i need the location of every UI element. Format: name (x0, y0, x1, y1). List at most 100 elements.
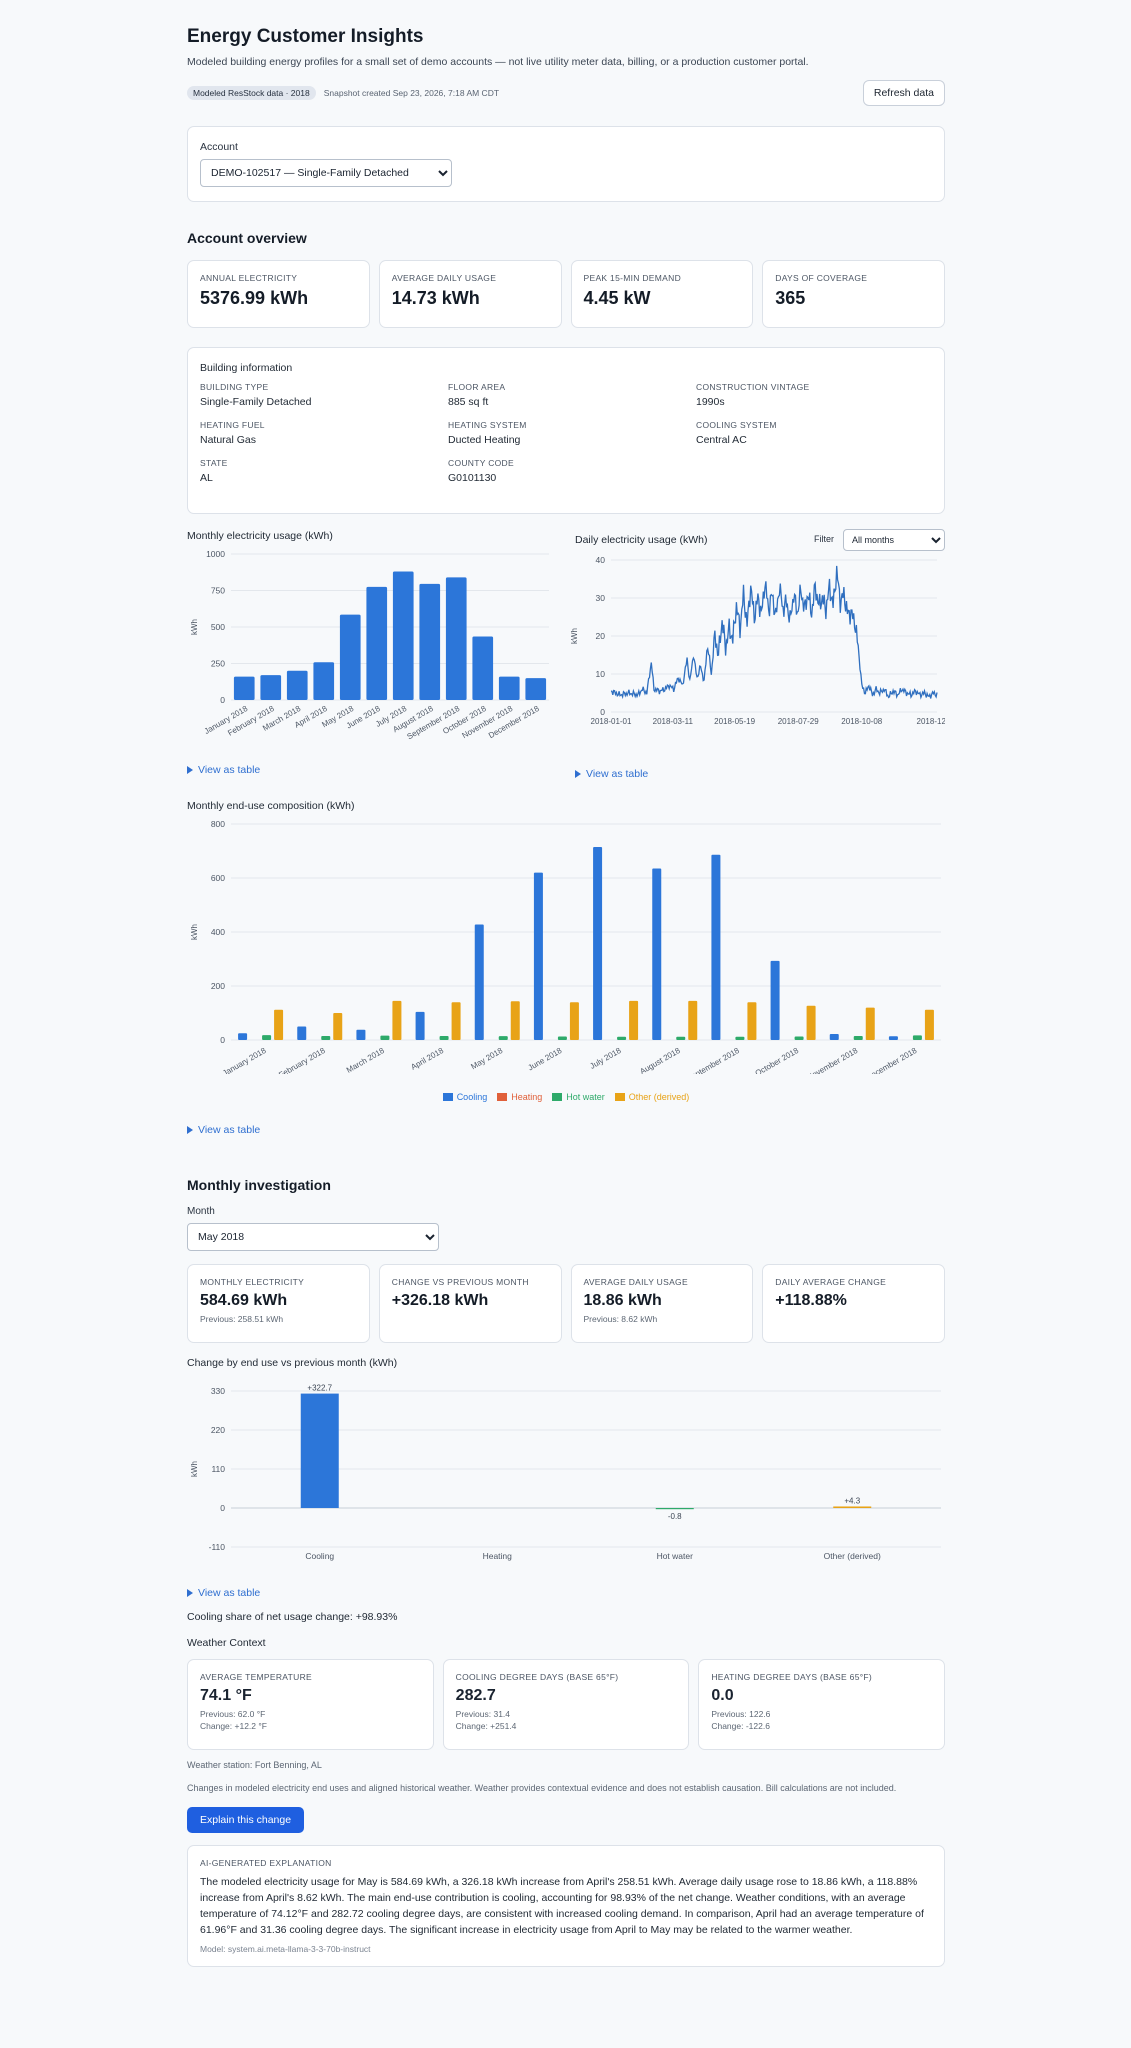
y-tick-label: 0 (220, 1035, 225, 1045)
kpi-value: +326.18 kWh (391, 1292, 489, 1309)
view-table-label: View as table (198, 764, 261, 776)
weather-card-temperature: Average temperature 74.1 °F Previous: 62… (187, 1659, 434, 1750)
enduse-bar-cooling (888, 1036, 898, 1040)
monthly-bar (498, 676, 520, 700)
y-axis-label: kWh (190, 619, 199, 635)
page-title: Energy Customer Insights (187, 26, 424, 47)
enduse-bar-cooling (474, 924, 484, 1040)
y-tick-label: 0 (220, 1503, 225, 1513)
account-select[interactable]: DEMO-102517 — Single-Family Detached (200, 159, 452, 187)
y-tick-label: 400 (211, 927, 225, 937)
kpi-sub: Previous: 8.62 kWh (583, 1314, 658, 1324)
y-tick-label: 330 (211, 1386, 225, 1396)
monthly-chart-title: Monthly electricity usage (kWh) (187, 530, 333, 542)
enduse-section: Monthly end-use composition (kWh) 0 200 40… (187, 800, 945, 1140)
weather-prev: Previous: 31.4 (455, 1709, 511, 1719)
snapshot-text: Snapshot created Sep 23, 2026, 7:18 AM C… (323, 88, 500, 98)
month-filter-select[interactable]: All months (843, 529, 945, 551)
weather-label: Cooling degree days (base 65°F) (455, 1672, 619, 1682)
investigation-title: Monthly investigation (187, 1177, 331, 1193)
kpi-monthly-electricity: Monthly electricity 584.69 kWh Previous:… (187, 1264, 370, 1343)
enduse-bar-other (392, 1000, 402, 1040)
enduse-bar-hot-water (912, 1035, 922, 1040)
legend-swatch (614, 1093, 625, 1101)
building-title: Building information (200, 362, 293, 374)
building-field: Cooling system Central AC (696, 420, 936, 446)
legend-label: Heating (511, 1092, 543, 1102)
view-table-label: View as table (198, 1124, 261, 1136)
kpi-change-vs-previous: Change vs previous month +326.18 kWh (378, 1264, 562, 1343)
month-select[interactable]: May 2018 (187, 1223, 439, 1251)
enduse-bar-other (333, 1013, 343, 1040)
kpi-value: 365 (775, 288, 806, 308)
overview-kpis: Annual electricity 5376.99 kWh Average d… (187, 260, 945, 328)
enduse-bar-hot-water (557, 1036, 567, 1040)
enduse-bar-cooling (652, 868, 662, 1040)
enduse-bar-hot-water (853, 1035, 863, 1040)
kpi-label: Days of coverage (775, 273, 868, 283)
disclosure-triangle-icon (575, 770, 581, 778)
monthly-view-table-toggle[interactable]: View as table (187, 764, 260, 776)
enduse-bar-other (274, 1009, 284, 1040)
legend-item: Hot water (552, 1092, 605, 1102)
x-tick-label: Cooling (305, 1551, 334, 1561)
enduse-bar-other (865, 1007, 875, 1040)
monthly-bar (313, 662, 335, 700)
change-data-label: +322.7 (307, 1384, 332, 1393)
enduse-bar-other (806, 1005, 816, 1040)
enduse-bar-cooling (829, 1034, 839, 1040)
change-bar-other (833, 1506, 872, 1508)
building-field: County code G0101130 (448, 458, 696, 484)
y-tick-label: 600 (211, 873, 225, 883)
kpi-average-daily-usage: Average daily usage 14.73 kWh (378, 260, 562, 328)
building-field: Heating fuel Natural Gas (200, 420, 448, 446)
x-tick-label: September 2018 (685, 1046, 741, 1074)
daily-chart-title: Daily electricity usage (kWh) (575, 534, 708, 546)
kpi-label: Annual electricity (200, 273, 298, 283)
enduse-bar-hot-water (617, 1036, 627, 1040)
disclosure-triangle-icon (187, 766, 193, 774)
meta-row: Modeled ResStock data · 2018 Snapshot cr… (187, 80, 945, 106)
field-label: Construction vintage (696, 382, 810, 392)
weather-value: 282.7 (455, 1687, 496, 1704)
enduse-bar-cooling (533, 872, 543, 1040)
charts-row: Monthly electricity usage (kWh) 0 250 500 7… (187, 529, 945, 800)
x-tick-label: March 2018 (345, 1046, 387, 1074)
y-axis-label: kWh (190, 1461, 199, 1477)
building-field: Floor area 885 sq ft (448, 382, 696, 408)
enduse-bar-hot-water (380, 1035, 390, 1040)
x-tick-label: January 2018 (221, 1046, 268, 1074)
cooling-share-text: Cooling share of net usage change: +98.9… (187, 1611, 398, 1623)
y-axis-label: kWh (190, 924, 199, 940)
enduse-bar-cooling (415, 1011, 425, 1040)
y-tick-label: 110 (211, 1464, 225, 1474)
building-field: Heating system Ducted Heating (448, 420, 696, 446)
account-card: Account DEMO-102517 — Single-Family Deta… (187, 126, 945, 202)
explain-change-button[interactable]: Explain this change (187, 1807, 305, 1833)
weather-card-cdd: Cooling degree days (base 65°F) 282.7 Pr… (442, 1659, 690, 1750)
page-subtitle: Modeled building energy profiles for a s… (187, 56, 809, 68)
weather-label: Average temperature (200, 1672, 312, 1682)
building-field: Building type Single-Family Detached (200, 382, 448, 408)
change-view-table-toggle[interactable]: View as table (187, 1587, 945, 1599)
field-value: 1990s (696, 396, 725, 408)
y-tick-label: 40 (596, 555, 606, 565)
change-bar-cooling (300, 1393, 339, 1508)
weather-card-hdd: Heating degree days (base 65°F) 0.0 Prev… (698, 1659, 946, 1750)
y-tick-label: 750 (211, 586, 225, 596)
field-label: Heating system (448, 420, 527, 430)
field-value: Single-Family Detached (200, 396, 312, 408)
weather-station: Weather station: Fort Benning, AL (187, 1760, 322, 1770)
enduse-view-table-toggle[interactable]: View as table (187, 1124, 260, 1136)
refresh-button[interactable]: Refresh data (862, 80, 945, 106)
overview-title: Account overview (187, 230, 307, 246)
weather-title: Weather Context (187, 1637, 266, 1649)
enduse-legend: Cooling Heating Hot water Other (derived) (187, 1092, 945, 1102)
enduse-bar-other (451, 1002, 461, 1040)
daily-view-table-toggle[interactable]: View as table (575, 768, 648, 780)
enduse-bar-hot-water (321, 1035, 331, 1040)
monthly-bar (392, 571, 414, 700)
weather-change: Change: +12.2 °F (200, 1721, 267, 1731)
x-tick-label: October 2018 (754, 1046, 801, 1074)
enduse-bar-cooling (593, 846, 603, 1040)
